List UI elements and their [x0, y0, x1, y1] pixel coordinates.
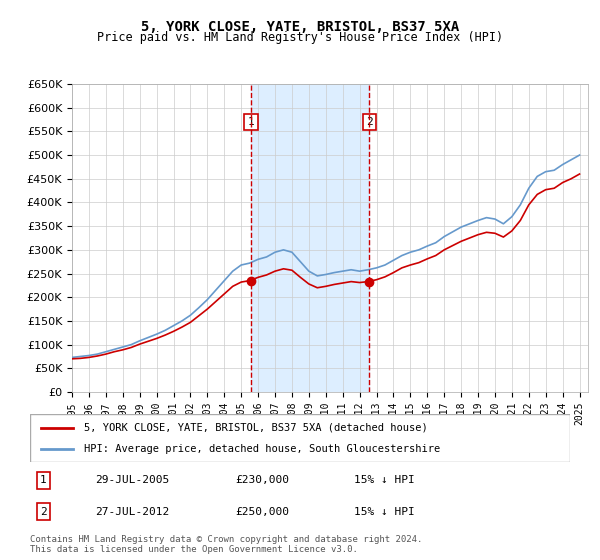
Text: £250,000: £250,000: [235, 507, 289, 517]
Text: 1: 1: [247, 117, 254, 127]
Text: 5, YORK CLOSE, YATE, BRISTOL, BS37 5XA: 5, YORK CLOSE, YATE, BRISTOL, BS37 5XA: [141, 20, 459, 34]
Text: Contains HM Land Registry data © Crown copyright and database right 2024.
This d: Contains HM Land Registry data © Crown c…: [30, 535, 422, 554]
Text: 27-JUL-2012: 27-JUL-2012: [95, 507, 169, 517]
Text: 1: 1: [40, 475, 47, 485]
Text: £230,000: £230,000: [235, 475, 289, 485]
Text: 15% ↓ HPI: 15% ↓ HPI: [354, 507, 415, 517]
Bar: [251, 84, 369, 392]
FancyBboxPatch shape: [30, 414, 570, 462]
Text: 2: 2: [40, 507, 47, 517]
Text: 29-JUL-2005: 29-JUL-2005: [95, 475, 169, 485]
Text: 2: 2: [366, 117, 373, 127]
Text: Price paid vs. HM Land Registry's House Price Index (HPI): Price paid vs. HM Land Registry's House …: [97, 31, 503, 44]
Text: 15% ↓ HPI: 15% ↓ HPI: [354, 475, 415, 485]
Text: HPI: Average price, detached house, South Gloucestershire: HPI: Average price, detached house, Sout…: [84, 444, 440, 454]
Text: 5, YORK CLOSE, YATE, BRISTOL, BS37 5XA (detached house): 5, YORK CLOSE, YATE, BRISTOL, BS37 5XA (…: [84, 423, 428, 433]
